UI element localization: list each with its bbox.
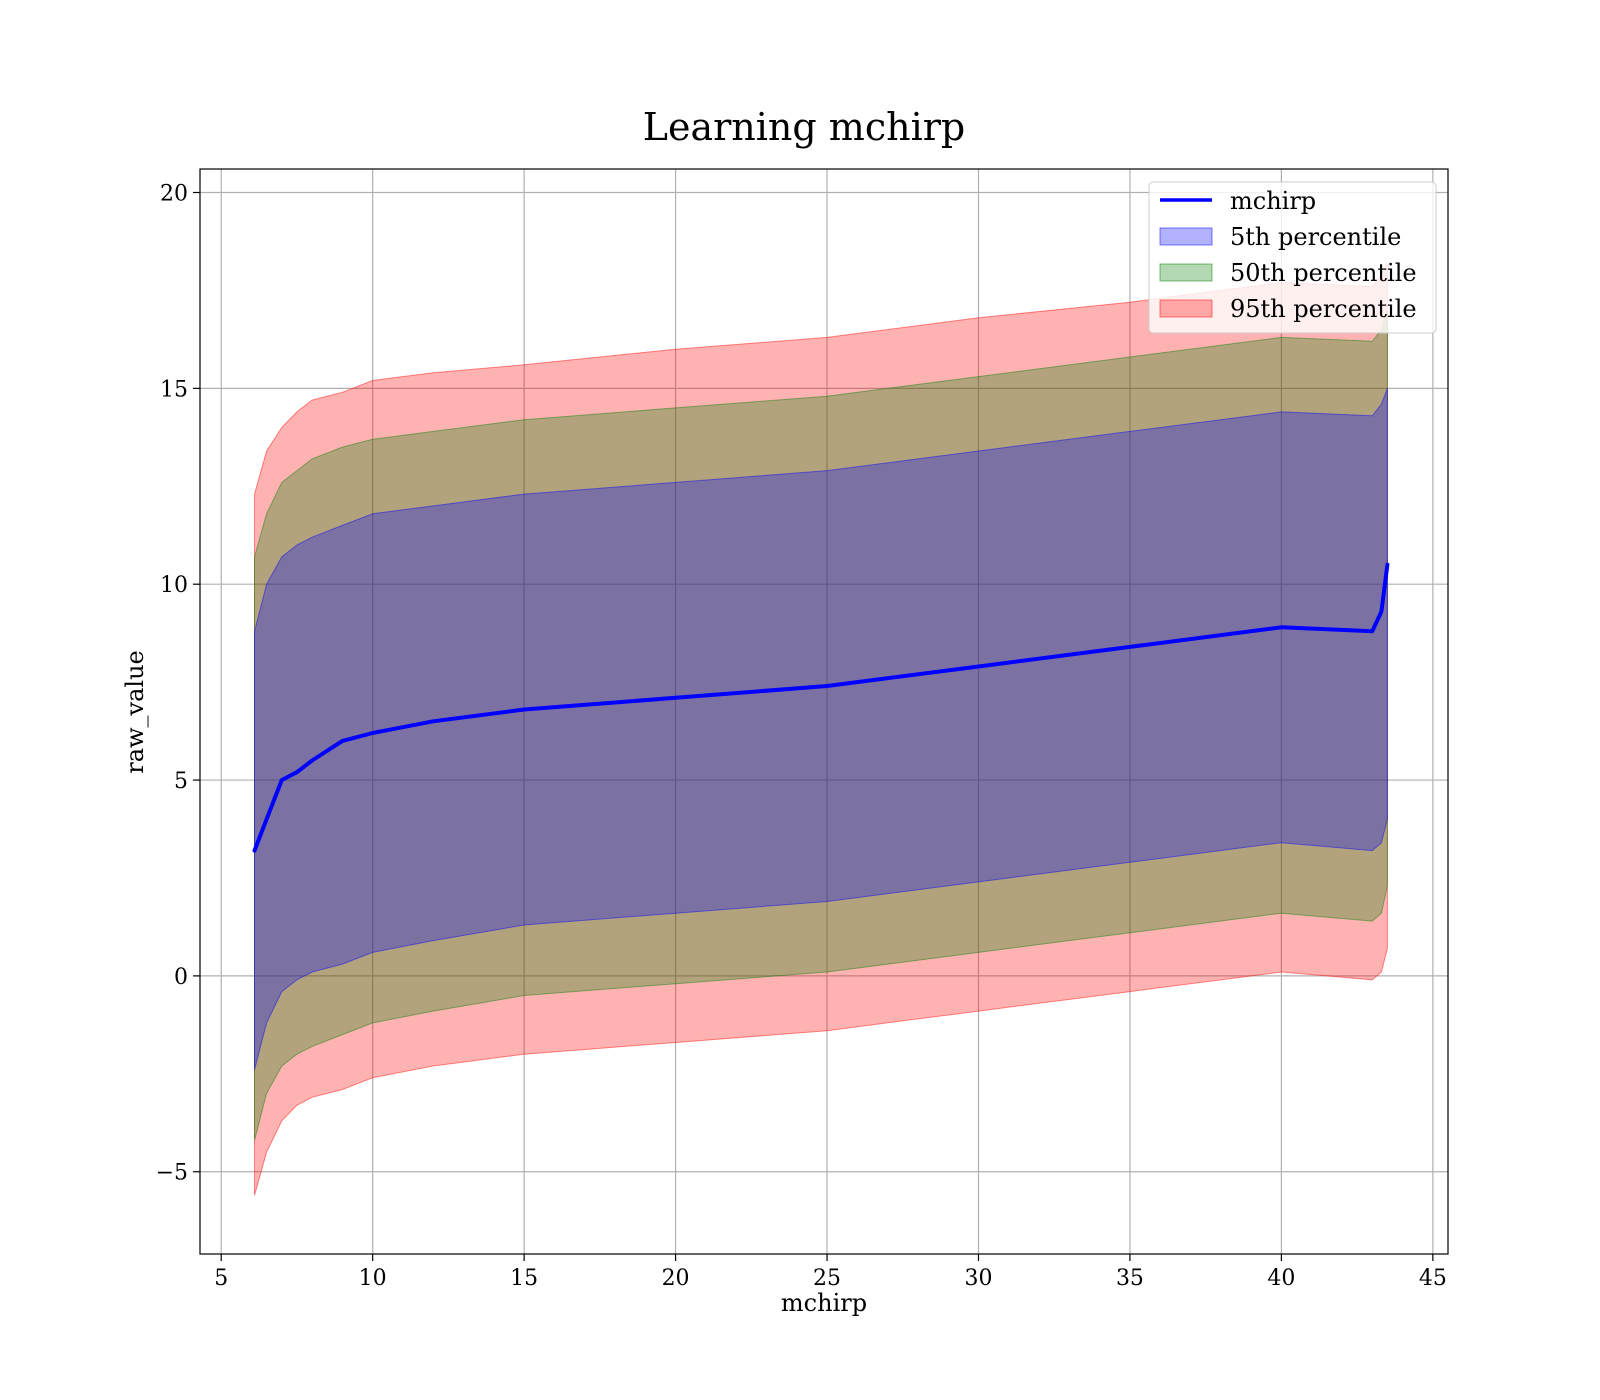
y-tick-label: 20: [160, 182, 188, 207]
plot-frame: [199, 168, 1449, 1255]
legend-label-mchirp: mchirp: [1230, 187, 1316, 215]
y-tick-label: 5: [174, 769, 188, 794]
band-50th-percentile: [254, 309, 1388, 1141]
legend-label-95th-percentile: 95th percentile: [1230, 295, 1417, 323]
legend: mchirp 5th percentile 50th percentile 95…: [1148, 181, 1437, 334]
legend-box: [1148, 181, 1437, 334]
x-axis-label: mchirp: [781, 1289, 867, 1317]
line-mchirp: [252, 562, 1390, 853]
y-axis-ticks: −5 0 5 10 15 20: [156, 182, 200, 1186]
x-tick-label: 45: [1419, 1266, 1447, 1291]
x-tick-label: 15: [510, 1266, 538, 1291]
legend-swatch-5th-percentile: [1159, 227, 1213, 246]
y-axis-label: raw_value: [121, 650, 149, 774]
band-5th-percentile: [254, 388, 1388, 1071]
chart-title: Learning mchirp: [643, 105, 965, 149]
y-tick-label: −5: [156, 1161, 188, 1186]
x-tick-label: 20: [662, 1266, 690, 1291]
x-tick-label: 25: [813, 1266, 841, 1291]
band-95th-percentile: [254, 262, 1388, 1196]
x-tick-label: 30: [964, 1266, 992, 1291]
legend-swatch-95th-percentile: [1159, 299, 1213, 318]
y-tick-label: 10: [160, 573, 188, 598]
legend-label-5th-percentile: 5th percentile: [1230, 223, 1401, 251]
series-lines: [252, 562, 1390, 853]
legend-swatch-50th-percentile: [1159, 263, 1213, 282]
x-tick-label: 5: [214, 1266, 228, 1291]
x-tick-label: 10: [359, 1266, 387, 1291]
y-tick-label: 15: [160, 377, 188, 402]
legend-label-50th-percentile: 50th percentile: [1230, 259, 1417, 287]
x-tick-label: 35: [1116, 1266, 1144, 1291]
x-axis-ticks: 5 10 15 20 25 30 35 40 45: [214, 1254, 1447, 1291]
grid: [200, 169, 1448, 1254]
x-tick-label: 40: [1267, 1266, 1295, 1291]
percentile-bands: [254, 262, 1388, 1196]
y-tick-label: 0: [174, 965, 188, 990]
plot-background: [200, 169, 1448, 1254]
